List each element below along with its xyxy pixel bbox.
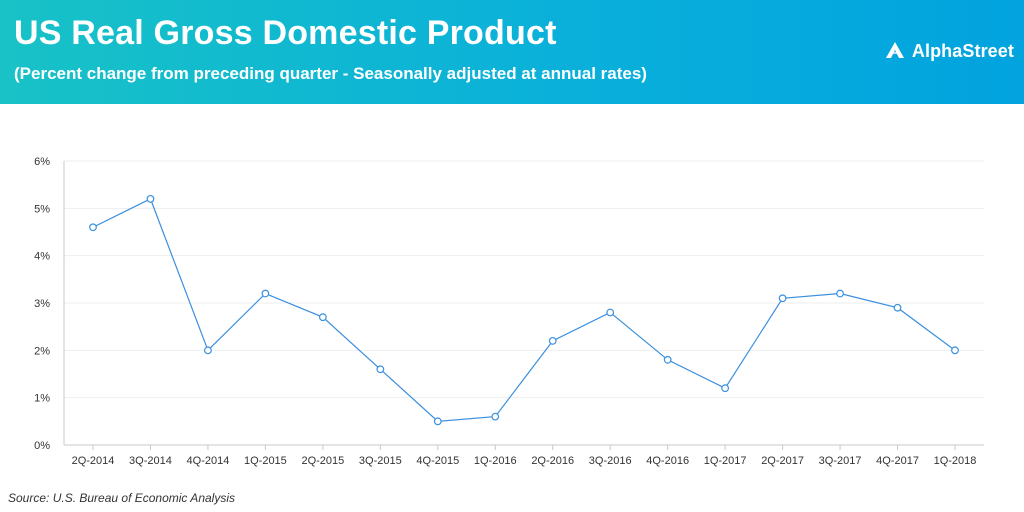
x-tick-label: 4Q-2017 xyxy=(876,455,919,467)
x-tick-label: 1Q-2017 xyxy=(704,455,747,467)
y-tick-label: 0% xyxy=(34,440,50,452)
data-point xyxy=(548,336,557,345)
alphastreet-logo-icon xyxy=(885,42,904,58)
x-tick-label: 4Q-2016 xyxy=(646,455,689,467)
brand-name: AlphaStreet xyxy=(911,40,1014,61)
gridlines xyxy=(64,160,984,399)
data-point xyxy=(721,384,730,393)
x-tick-label: 2Q-2016 xyxy=(531,455,574,467)
y-tick-label: 4% xyxy=(34,251,50,263)
x-tick-label: 3Q-2014 xyxy=(129,455,172,467)
data-point xyxy=(606,308,615,317)
data-point xyxy=(376,365,385,374)
x-tick-label: 1Q-2015 xyxy=(244,455,287,467)
data-point xyxy=(146,194,155,203)
x-tick-label: 2Q-2014 xyxy=(72,455,115,467)
axes xyxy=(63,161,984,446)
y-tick-label: 6% xyxy=(34,156,50,168)
x-tick-label: 4Q-2015 xyxy=(416,455,459,467)
chart-subtitle: (Percent change from preceding quarter -… xyxy=(14,64,647,83)
data-point xyxy=(491,412,500,421)
data-point xyxy=(778,294,787,303)
chart-title: US Real Gross Domestic Product xyxy=(14,14,557,52)
y-tick-label: 3% xyxy=(34,298,50,310)
data-point xyxy=(204,346,212,355)
x-tick-label: 4Q-2014 xyxy=(187,455,230,467)
series-gdp xyxy=(89,194,959,426)
y-axis-ticks: 0% 1% 2% 3% 4% 5% 6% xyxy=(34,156,50,452)
x-tick-label: 3Q-2016 xyxy=(589,455,632,467)
x-tick-label: 1Q-2018 xyxy=(934,455,977,467)
y-tick-label: 1% xyxy=(34,393,50,405)
x-axis-ticks: 2Q-2014 3Q-2014 4Q-2014 1Q-2015 2Q-2015 3Q-20… xyxy=(72,445,977,467)
x-tick-label: 3Q-2017 xyxy=(819,455,862,467)
x-tick-label: 1Q-2016 xyxy=(474,455,517,467)
y-tick-label: 2% xyxy=(34,345,50,357)
brand-logo: AlphaStreet xyxy=(884,40,1014,62)
data-point xyxy=(836,289,844,298)
series-line xyxy=(92,198,956,422)
data-point xyxy=(663,355,672,364)
y-tick-label: 5% xyxy=(34,203,50,215)
data-point xyxy=(261,289,270,298)
data-point xyxy=(89,223,97,232)
x-tick-label: 2Q-2017 xyxy=(761,455,804,467)
x-tick-label: 2Q-2015 xyxy=(301,455,344,467)
source-note: Source: U.S. Bureau of Economic Analysis xyxy=(8,491,235,505)
data-point xyxy=(318,313,327,322)
data-point xyxy=(893,303,902,312)
x-tick-label: 3Q-2015 xyxy=(359,455,402,467)
data-point xyxy=(433,417,442,426)
header-banner: US Real Gross Domestic Product (Percent … xyxy=(0,0,1024,104)
data-point xyxy=(951,346,959,355)
